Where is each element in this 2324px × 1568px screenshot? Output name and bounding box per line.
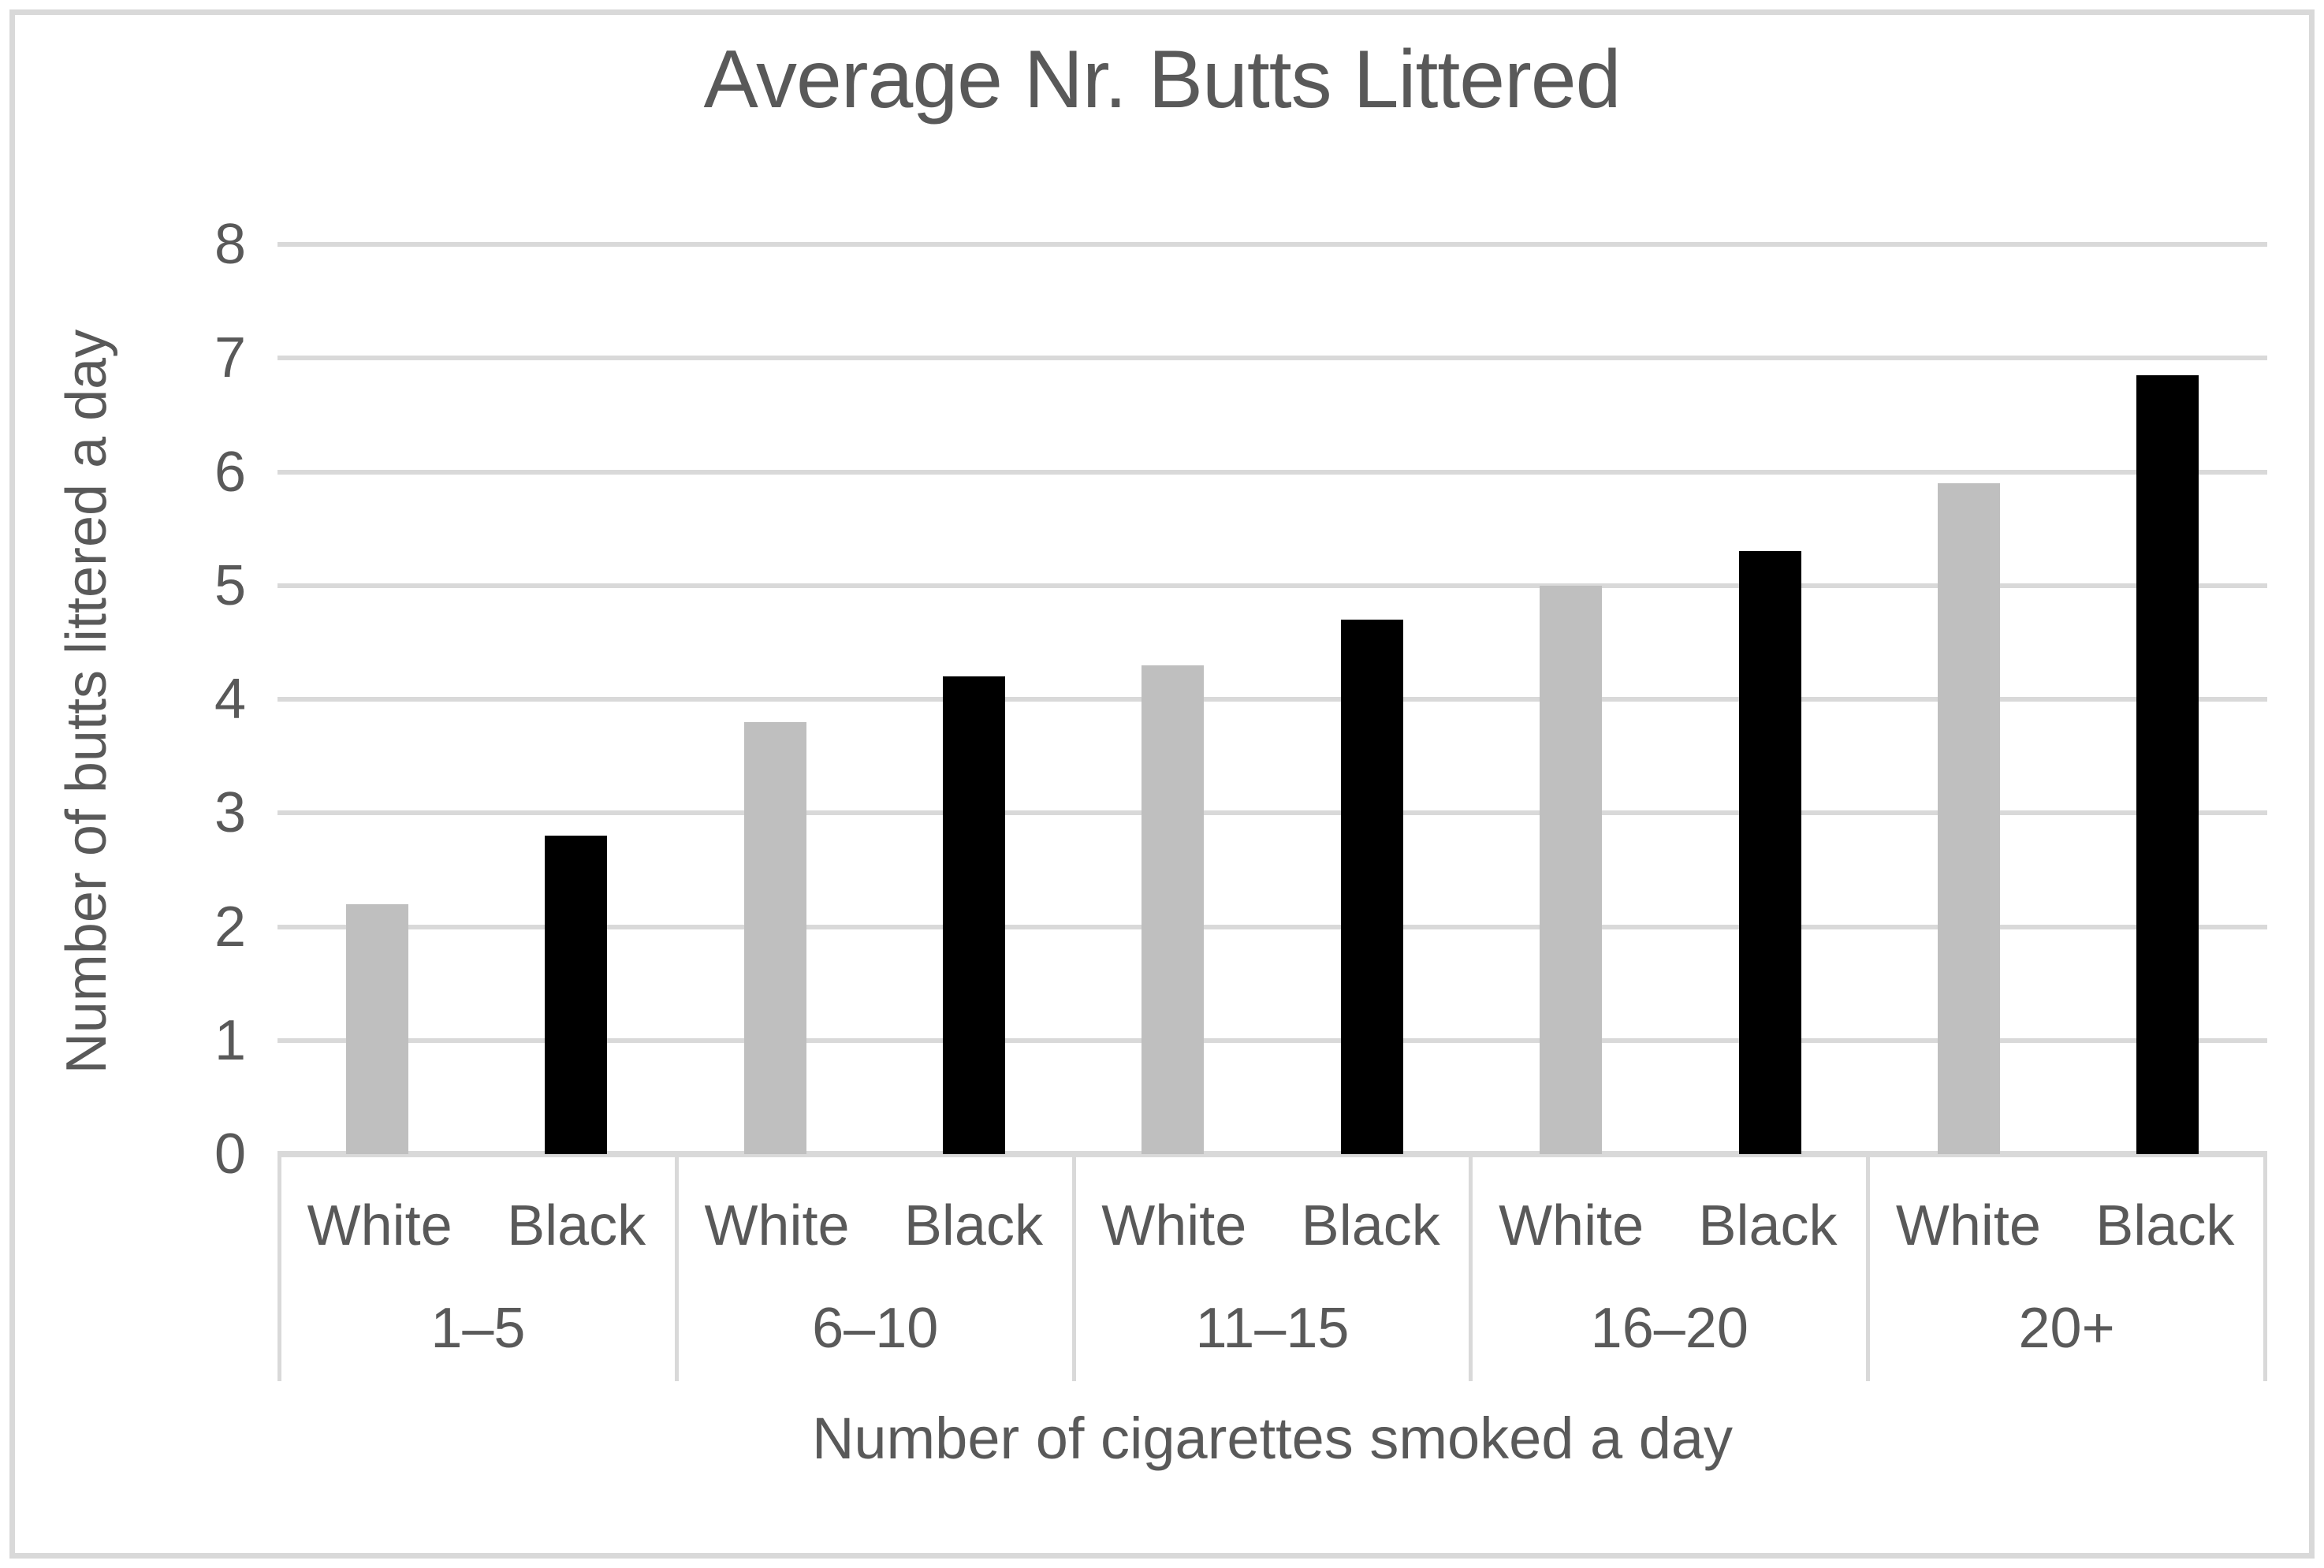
gridline-8 [277,242,2267,247]
leaf-label-white: White [1101,1194,1247,1257]
gridline-3 [277,810,2267,816]
leaf-label-black: Black [2095,1194,2235,1257]
bar-white-6-10 [743,721,806,1154]
chart-title: Average Nr. Butts Littered [703,34,1622,125]
leaf-label-row: White Black [281,1194,675,1258]
leaf-label-white: White [1499,1194,1644,1257]
bar-white-16-20 [1540,585,1603,1154]
x-axis-title: Number of cigarettes smoked a day [811,1406,1734,1471]
y-tick-label-2: 2 [214,895,246,959]
leaf-label-black: Black [507,1194,646,1257]
group-label-6-10: 6–10 [812,1297,939,1360]
gridline-5 [277,583,2267,588]
group-label-11-15: 11–15 [1195,1297,1350,1360]
y-tick-label-8: 8 [214,213,246,276]
y-tick-label-1: 1 [214,1008,246,1072]
leaf-label-black: Black [1301,1194,1440,1257]
y-tick-label-6: 6 [214,440,246,504]
bar-white-1-5 [345,903,408,1154]
bar-black-20 [2136,374,2199,1154]
category-group-11-15: White Black 11–15 [1071,1157,1469,1381]
leaf-label-black: Black [903,1194,1043,1257]
y-tick-label-5: 5 [214,553,246,617]
x-axis-baseline [277,1151,2267,1157]
category-group-1-5: White Black 1–5 [277,1157,675,1381]
bar-white-11-15 [1142,665,1205,1154]
y-tick-label-3: 3 [214,781,246,845]
group-label-1-5: 1–5 [430,1297,526,1360]
leaf-label-white: White [704,1194,850,1257]
gridline-7 [277,356,2267,361]
category-group-16-20: White Black 16–20 [1469,1157,1866,1381]
bar-black-16-20 [1738,551,1801,1154]
category-group-20: White Black 20+ [1866,1157,2267,1381]
leaf-label-white: White [307,1194,453,1257]
bar-black-6-10 [942,676,1005,1154]
bar-black-1-5 [545,836,608,1154]
y-tick-label-7: 7 [214,326,246,390]
bar-black-11-15 [1340,620,1403,1154]
y-axis-title-text: Number of butts littered a day [55,329,118,1075]
leaf-label-row: White Black [1473,1194,1866,1258]
leaf-label-row: White Black [1870,1194,2263,1258]
gridline-6 [277,469,2267,475]
leaf-label-row: White Black [679,1194,1072,1258]
gridline-2 [277,924,2267,929]
plot-area [277,242,2267,1157]
leaf-label-row: White Black [1076,1194,1469,1258]
group-label-16-20: 16–20 [1590,1297,1749,1360]
leaf-label-white: White [1895,1194,2041,1257]
category-axis: White Black 1–5 White Black 6–10 White Black 11–… [277,1157,2267,1381]
category-group-6-10: White Black 6–10 [674,1157,1072,1381]
y-tick-label-4: 4 [214,668,246,731]
leaf-label-black: Black [1698,1194,1838,1257]
y-tick-label-0: 0 [214,1123,246,1186]
bar-white-20 [1937,482,2000,1154]
gridline-4 [277,697,2267,702]
gridline-1 [277,1037,2267,1043]
group-label-20: 20+ [2018,1297,2115,1360]
